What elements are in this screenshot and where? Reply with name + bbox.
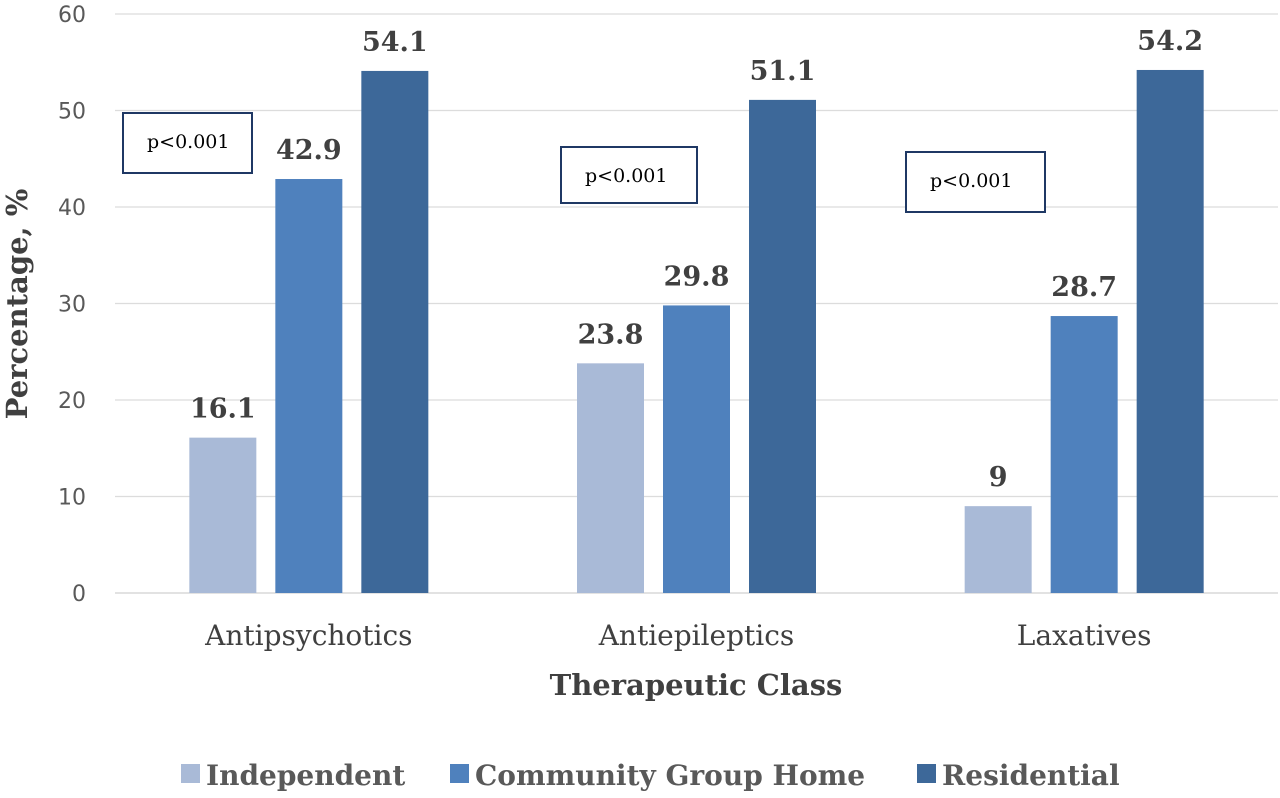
bar-independent	[577, 363, 644, 593]
y-tick-label: 50	[58, 100, 86, 125]
data-label: 51.1	[750, 56, 816, 87]
data-label: 23.8	[578, 319, 644, 350]
data-label: 9	[989, 462, 1008, 493]
data-label: 42.9	[276, 135, 342, 166]
category-label: Antipsychotics	[204, 619, 412, 652]
legend-swatch	[917, 764, 936, 783]
p-value-label: p<0.001	[585, 165, 667, 187]
bar-residential	[361, 70, 429, 593]
bar-residential	[749, 99, 816, 593]
legend-label: Residential	[942, 759, 1120, 792]
category-label: Laxatives	[1017, 619, 1152, 652]
p-value-box	[560, 146, 698, 204]
bar-community-group-home	[1050, 316, 1118, 593]
bar-residential	[1136, 69, 1204, 594]
y-tick-label: 40	[58, 196, 86, 221]
bar-community-group-home	[663, 305, 730, 593]
category-label: Antiepileptics	[598, 619, 795, 652]
bars	[189, 69, 1204, 594]
y-tick-label: 10	[58, 486, 86, 511]
data-label: 54.1	[362, 27, 428, 58]
p-value-box	[905, 151, 1046, 213]
data-labels: 16.1 42.9 54.1 23.8 29.8 51.1 9 28.7 54.2	[190, 26, 1203, 493]
y-axis-title: Percentage, %	[0, 189, 34, 420]
legend: Independent Community Group Home Residenti…	[181, 759, 1120, 792]
bar-independent	[964, 506, 1032, 593]
legend-swatch	[181, 764, 200, 783]
bar-independent	[189, 437, 257, 593]
legend-label: Independent	[206, 759, 405, 792]
p-value-label: p<0.001	[930, 170, 1012, 192]
y-tick-label: 20	[58, 389, 86, 414]
p-value-annotations: p<0.001 p<0.001 p<0.001	[122, 112, 1046, 213]
data-label: 29.8	[664, 261, 730, 292]
category-labels: Antipsychotics Antiepileptics Laxatives	[204, 619, 1151, 652]
legend-swatch	[450, 764, 469, 783]
p-value-box	[122, 112, 253, 174]
bar-community-group-home	[275, 179, 343, 593]
y-tick-label: 60	[58, 3, 86, 28]
y-tick-label: 30	[58, 293, 86, 318]
data-label: 16.1	[190, 394, 256, 425]
data-label: 54.2	[1137, 26, 1203, 57]
y-tick-label: 0	[72, 582, 86, 607]
y-axis-ticks: 0 10 20 30 40 50 60	[58, 3, 86, 607]
x-axis-title: Therapeutic Class	[550, 668, 843, 702]
p-value-label: p<0.001	[147, 131, 229, 153]
legend-label: Community Group Home	[475, 759, 865, 792]
data-label: 28.7	[1051, 272, 1117, 303]
